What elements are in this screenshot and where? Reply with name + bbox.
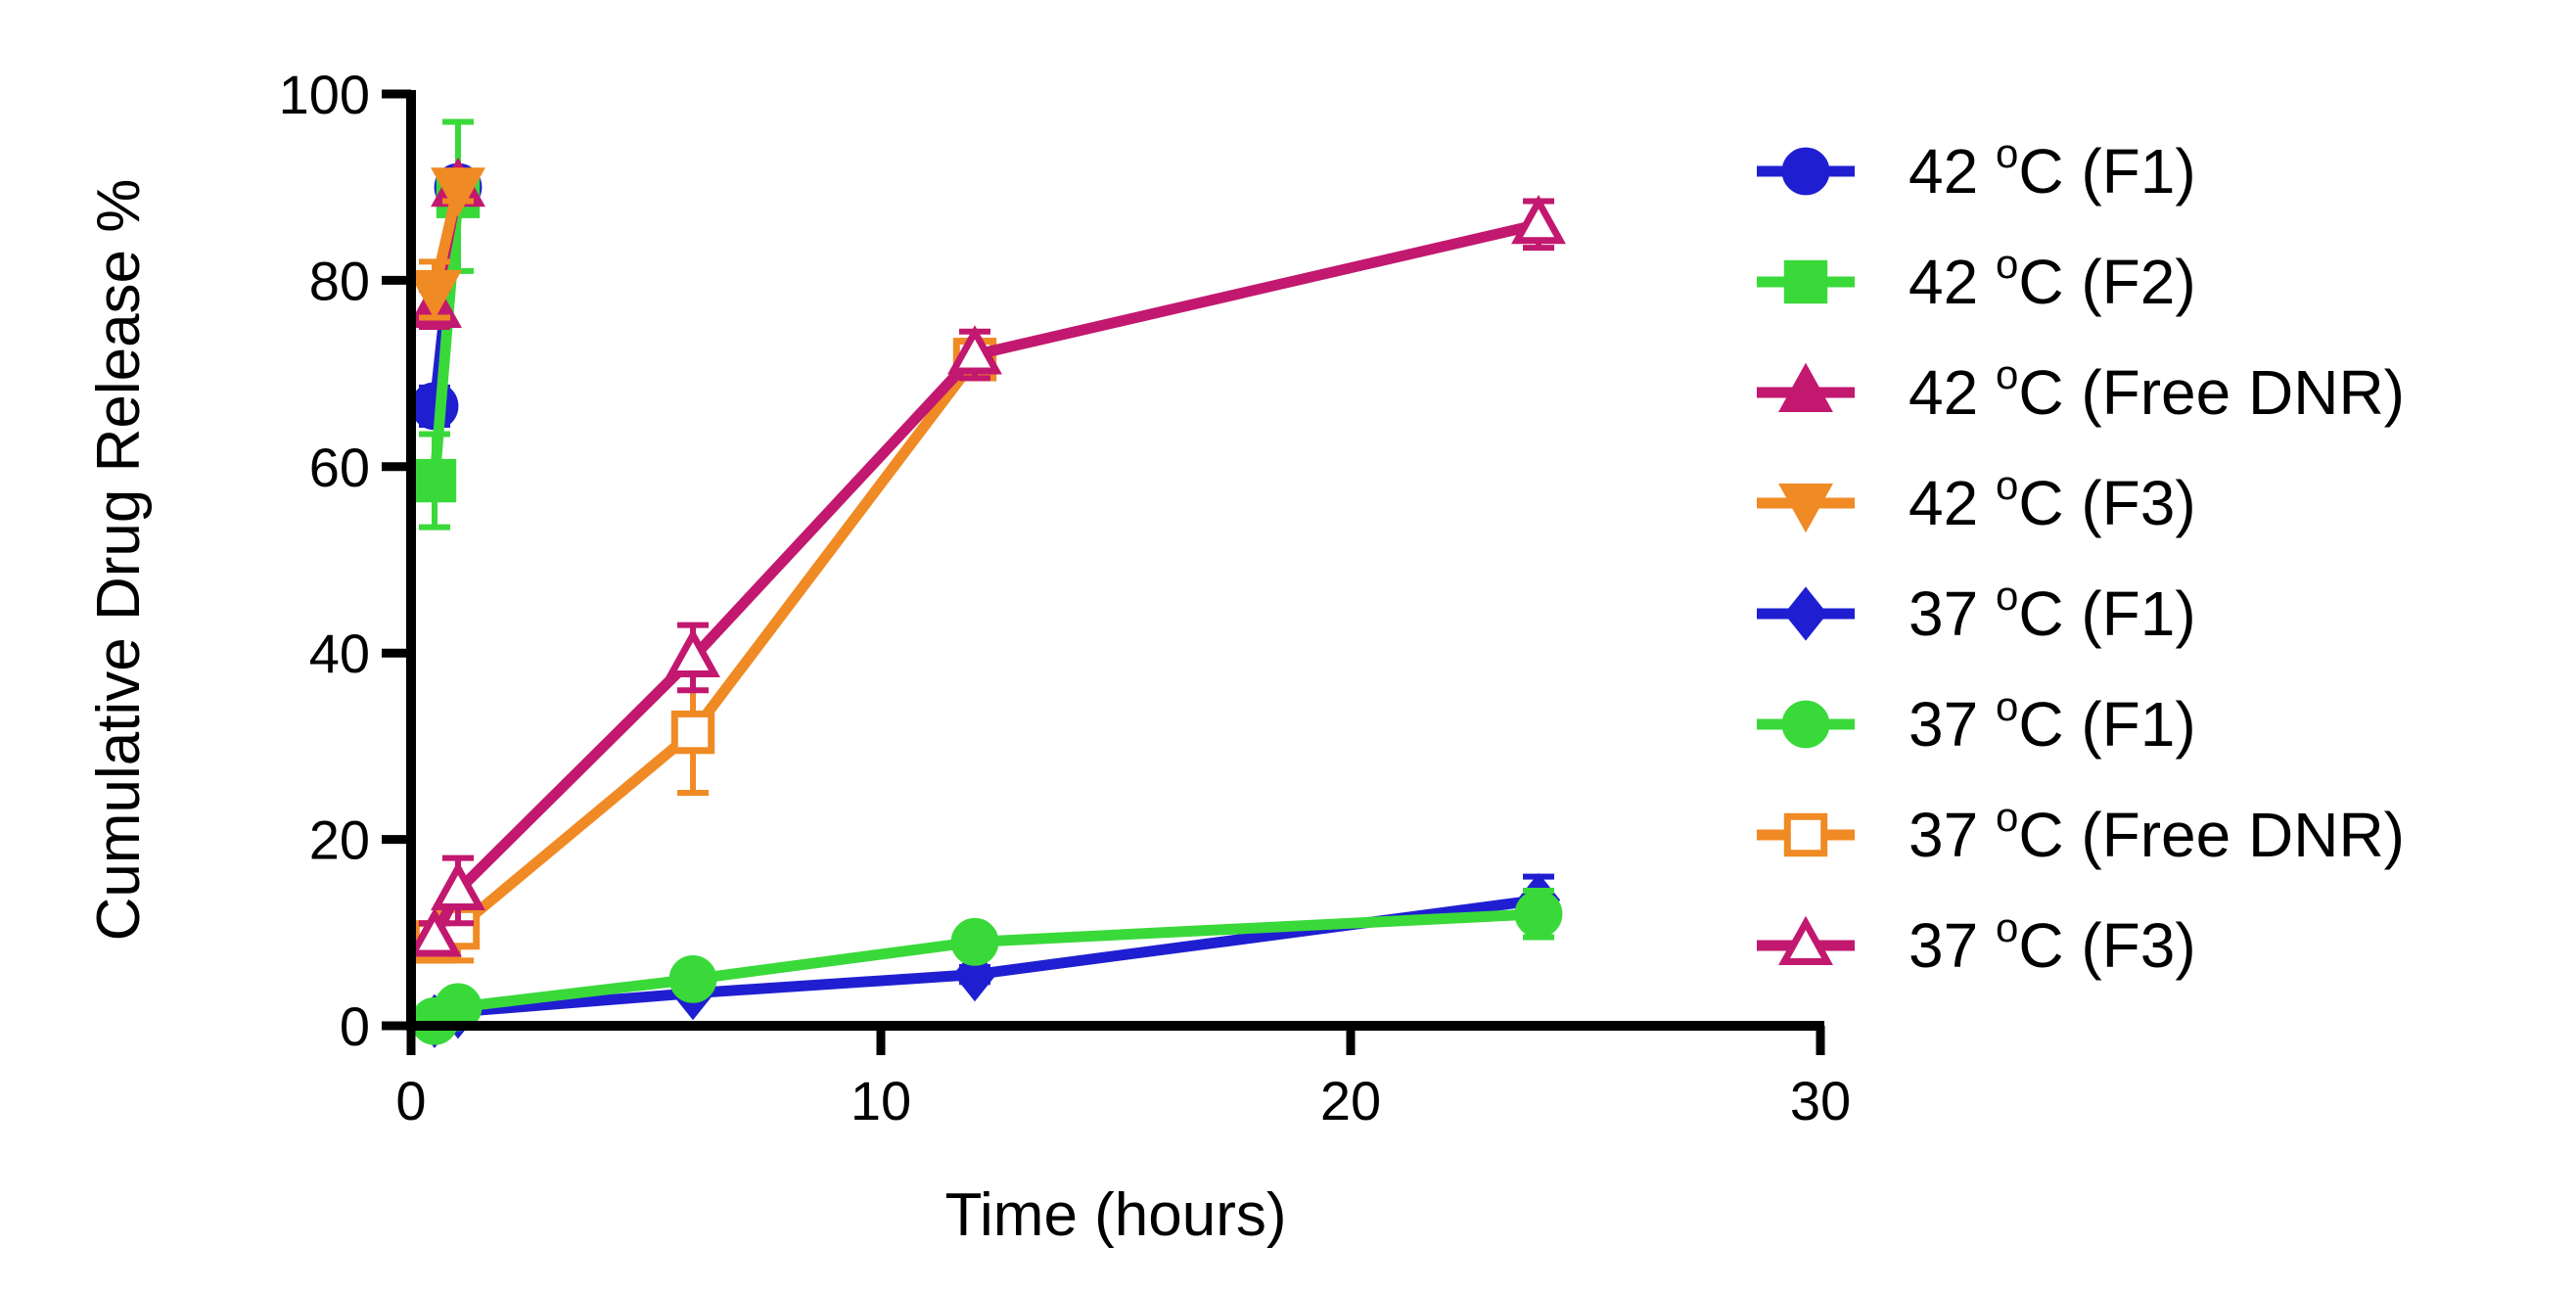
data-point [947, 325, 1002, 375]
legend-item: 37 oC (F3) [1757, 904, 2196, 981]
legend-label: 37 oC (Free DNR) [1909, 794, 2405, 870]
series-3 [407, 167, 485, 321]
y-tick-label: 40 [309, 623, 370, 684]
y-tick-label: 80 [309, 250, 370, 311]
legend-marker [1783, 259, 1828, 304]
data-point [407, 269, 462, 320]
legend-item: 37 oC (Free DNR) [1757, 794, 2405, 870]
data-point [412, 458, 457, 503]
legend-marker [1783, 586, 1828, 641]
data-point [950, 917, 999, 966]
data-point [666, 627, 720, 677]
axes: 0 20 40 60 80 100 0 10 20 30 Time (hours) Cumulativ… [85, 64, 1851, 1249]
legend-marker [1781, 147, 1830, 196]
legend-marker [1778, 362, 1833, 412]
y-tick-label: 0 [340, 995, 370, 1057]
y-tick-label: 20 [309, 809, 370, 871]
data-point [1511, 194, 1566, 245]
data-point [1514, 890, 1563, 939]
x-tick-label: 30 [1790, 1070, 1851, 1131]
legend-label: 42 oC (Free DNR) [1909, 351, 2405, 428]
data-point [431, 860, 485, 910]
series-7 [407, 194, 1566, 957]
y-axis-title: Cumulative Drug Release % [85, 179, 153, 942]
legend-label: 37 oC (F3) [1909, 904, 2196, 981]
legend: 42 oC (F1) 42 oC (F2) 42 oC (Free DNR) 42 o… [1757, 130, 2405, 981]
legend-item: 42 oC (F2) [1757, 241, 2196, 317]
plot-area [407, 118, 1566, 1048]
legend-label: 42 oC (F2) [1909, 241, 2196, 317]
series-line [429, 196, 464, 482]
y-tick-label: 100 [279, 64, 370, 125]
data-point [670, 710, 715, 755]
y-tick-label: 60 [309, 437, 370, 498]
x-axis-title: Time (hours) [944, 1181, 1286, 1249]
x-tick-label: 20 [1320, 1070, 1381, 1131]
legend-item: 42 oC (Free DNR) [1757, 351, 2405, 428]
x-tick-label: 0 [395, 1070, 426, 1131]
legend-label: 37 oC (F1) [1909, 573, 2196, 649]
series-5 [410, 887, 1563, 1045]
legend-marker [1783, 812, 1828, 857]
legend-item: 42 oC (F3) [1757, 462, 2196, 538]
legend-item: 42 oC (F1) [1757, 130, 2196, 207]
legend-marker [1778, 484, 1833, 533]
x-tick-label: 10 [851, 1070, 911, 1131]
data-point [431, 167, 485, 217]
legend-label: 37 oC (F1) [1909, 683, 2196, 760]
legend-marker [1778, 915, 1833, 965]
legend-label: 42 oC (F3) [1909, 462, 2196, 538]
legend-item: 37 oC (F1) [1757, 683, 2196, 760]
data-point [407, 907, 462, 957]
legend-marker [1781, 700, 1830, 749]
data-point [668, 955, 717, 1003]
legend-item: 37 oC (F1) [1757, 573, 2196, 649]
legend-label: 42 oC (F1) [1909, 130, 2196, 207]
